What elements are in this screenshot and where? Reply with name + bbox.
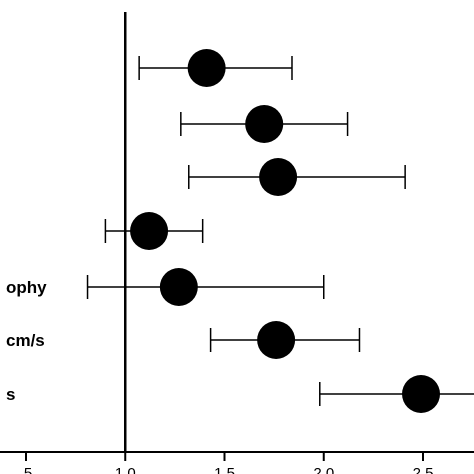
- point-estimate: [130, 212, 169, 250]
- x-tick-label: 1.5: [214, 465, 235, 474]
- forest-row: [138, 49, 293, 87]
- forest-row: s: [6, 375, 474, 413]
- forest-row: [104, 212, 204, 250]
- x-tick-label: 2.0: [313, 465, 334, 474]
- point-estimate: [402, 375, 441, 413]
- row-label: s: [6, 385, 15, 404]
- forest-row: [180, 105, 349, 143]
- point-estimate: [257, 321, 296, 359]
- forest-row: [188, 158, 406, 196]
- point-estimate: [159, 268, 198, 306]
- forest-row: ophy: [6, 268, 325, 306]
- forest-row: cm/s: [6, 321, 361, 359]
- x-tick-label: 2.5: [413, 465, 434, 474]
- point-estimate: [245, 105, 284, 143]
- point-estimate: [187, 49, 226, 87]
- x-tick-label: .5: [20, 465, 33, 474]
- row-label: ophy: [6, 278, 47, 297]
- rows-layer: ophy cm/s s: [6, 49, 474, 413]
- x-tick-label: 1.0: [115, 465, 136, 474]
- row-label: cm/s: [6, 331, 45, 350]
- point-estimate: [259, 158, 298, 196]
- x-axis-ticks: .5 1.0 1.5 2.0 2.5: [20, 452, 434, 474]
